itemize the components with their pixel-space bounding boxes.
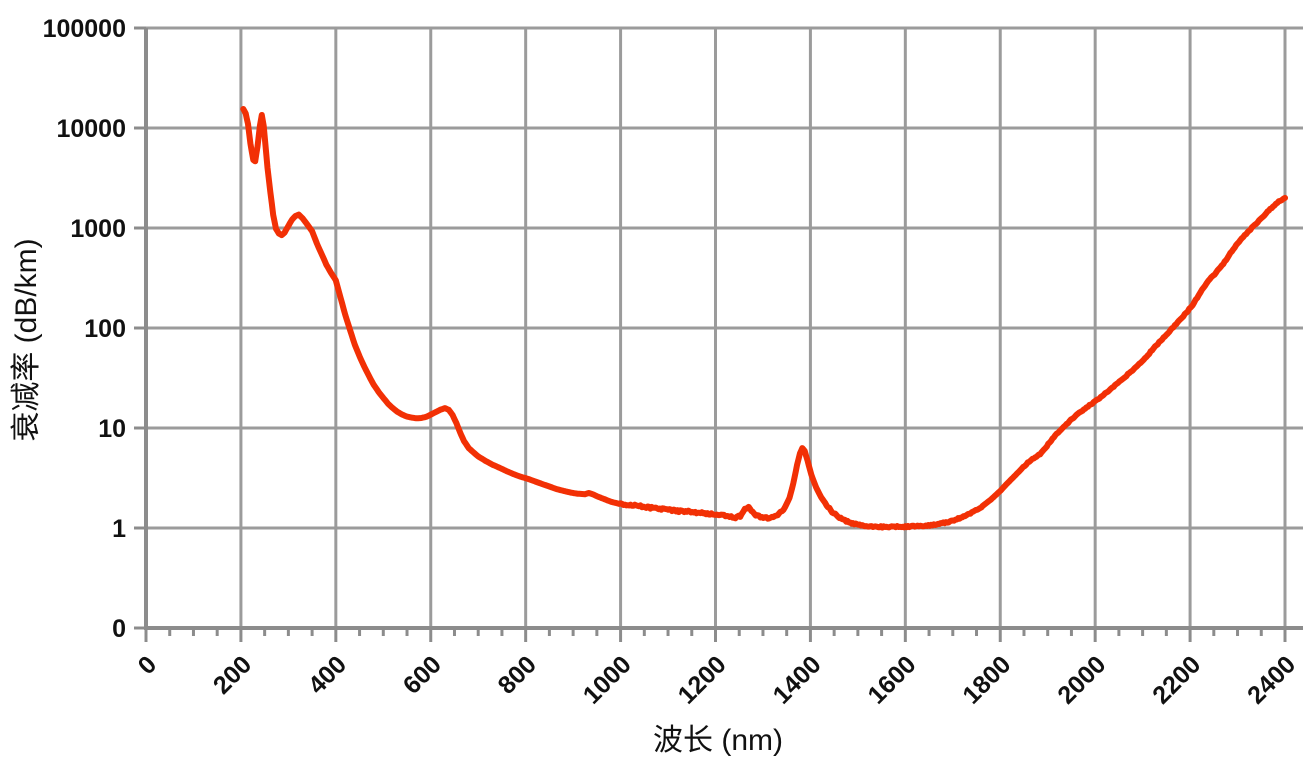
y-tick-label: 1000 <box>70 215 126 243</box>
x-tick-label: 400 <box>303 650 352 699</box>
x-tick-label: 1000 <box>578 650 637 709</box>
y-tick-label: 10 <box>98 415 126 443</box>
x-tick-label: 600 <box>398 650 447 699</box>
x-tick-label: 1600 <box>862 650 921 709</box>
x-tick-label: 2000 <box>1052 650 1111 709</box>
y-tick-label: 1 <box>112 515 126 543</box>
axis-ticks <box>134 26 1287 642</box>
y-axis-title: 衰减率 (dB/km) <box>10 238 43 441</box>
y-tick-label: 10000 <box>56 115 126 143</box>
x-tick-label: 2200 <box>1147 650 1206 709</box>
data-series <box>240 106 1288 531</box>
y-tick-label: 0 <box>112 615 126 643</box>
x-axis-title: 波长 (nm) <box>653 724 783 757</box>
x-tick-label: 0 <box>133 650 163 680</box>
x-tick-label: 1400 <box>768 650 827 709</box>
attenuation-curve <box>240 106 1288 531</box>
x-tick-label: 1800 <box>957 650 1016 709</box>
y-tick-label: 100000 <box>43 15 126 43</box>
x-tick-label: 800 <box>493 650 542 699</box>
x-tick-label: 200 <box>208 650 257 699</box>
x-tick-label: 2400 <box>1242 650 1301 709</box>
y-tick-label: 100 <box>84 315 126 343</box>
gridlines <box>146 26 1303 628</box>
x-tick-label: 1200 <box>673 650 732 709</box>
